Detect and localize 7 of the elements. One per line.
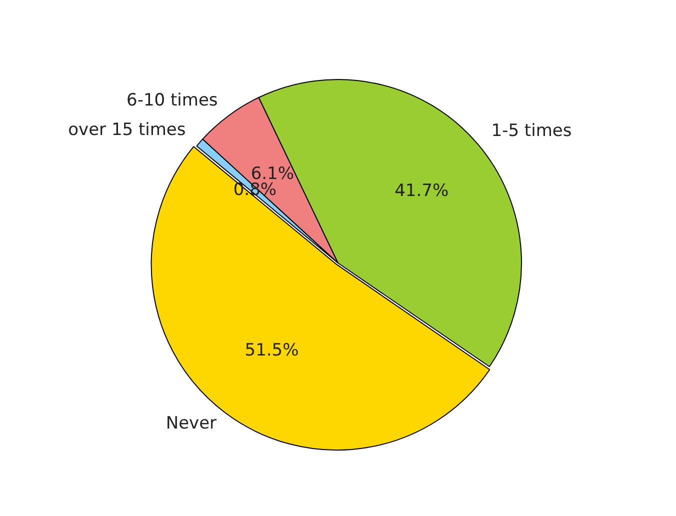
slice-label: Never — [166, 414, 217, 434]
data-label: 41.7% — [394, 180, 449, 201]
slice-label: over 15 times — [68, 120, 186, 140]
slice-label: 6-10 times — [126, 90, 218, 110]
data-label: 51.5% — [244, 340, 299, 360]
data-label: 0.8% — [233, 180, 277, 200]
slice-label: 1-5 times — [491, 121, 572, 142]
